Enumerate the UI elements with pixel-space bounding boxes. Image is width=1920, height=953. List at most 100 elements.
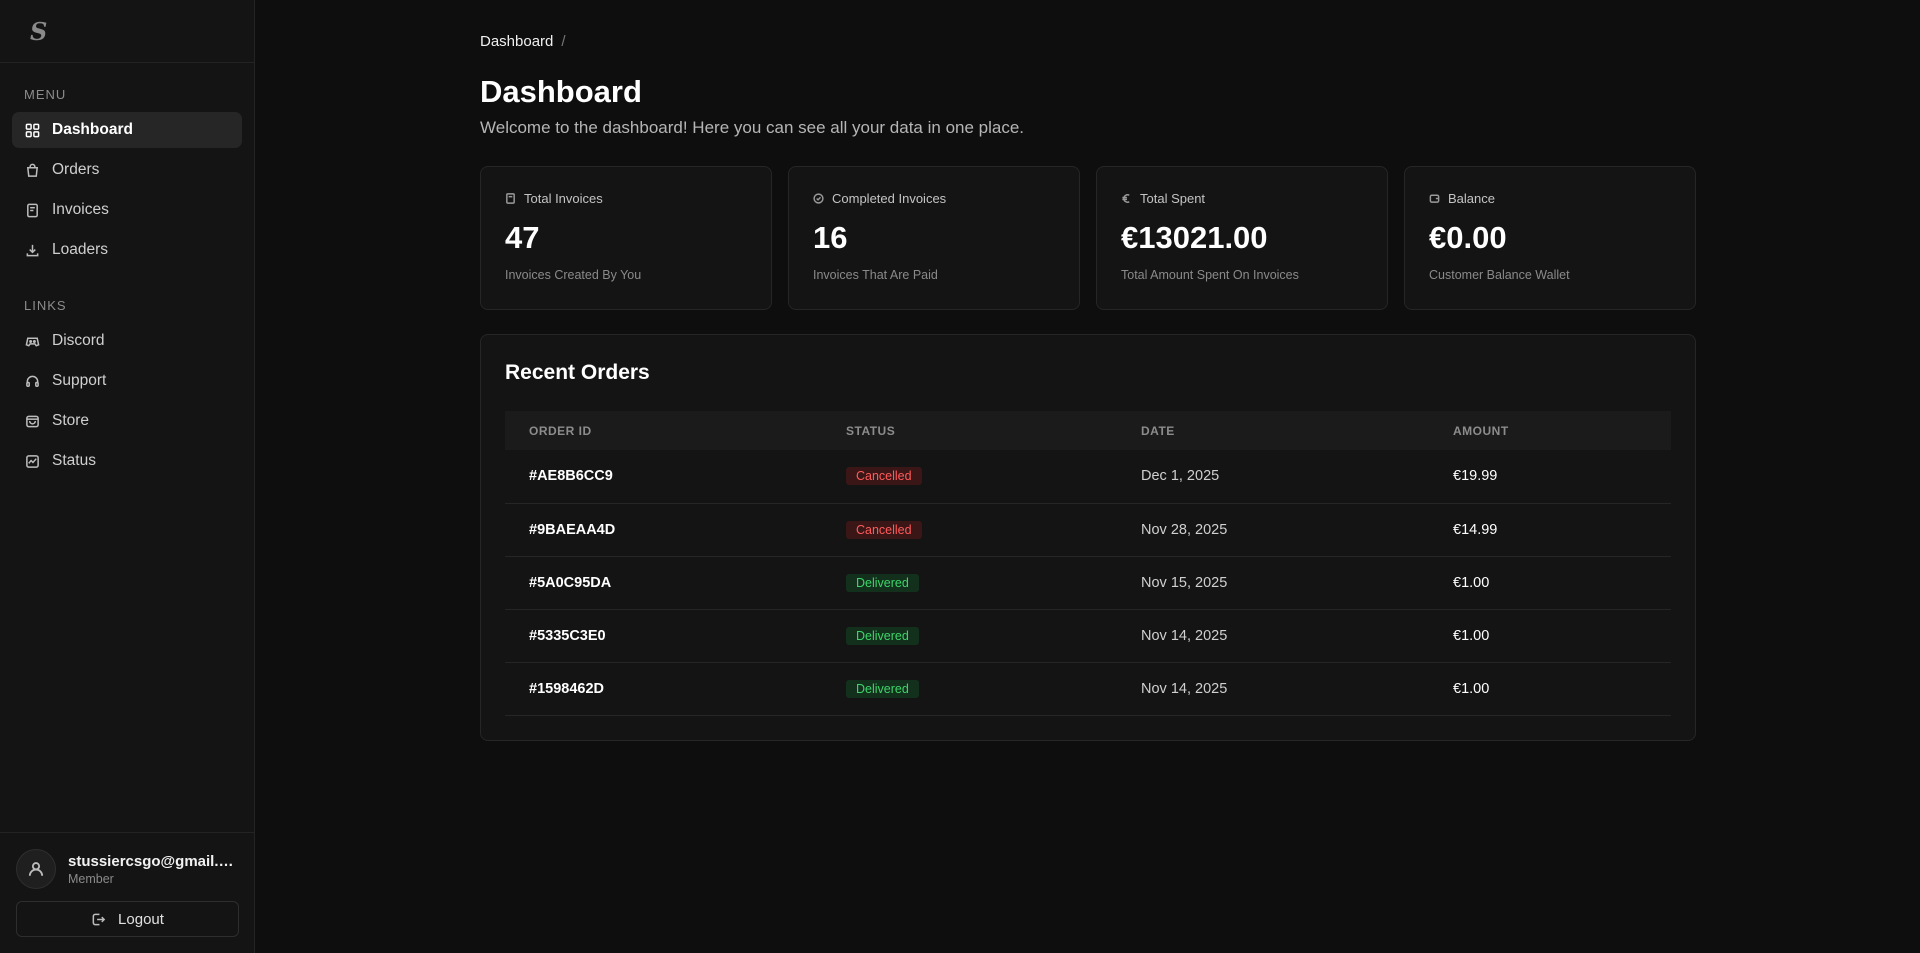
activity-icon [24, 453, 40, 469]
sidebar-item-label: Loaders [52, 241, 109, 258]
order-amount: €1.00 [1429, 609, 1671, 663]
order-date: Nov 14, 2025 [1117, 609, 1429, 663]
orders-table: ORDER ID STATUS DATE AMOUNT #AE8B6CC9 Ca… [505, 411, 1671, 716]
receipt-icon [24, 202, 40, 218]
menu-section: MENU Dashboard Orders Invoices [0, 63, 254, 272]
stat-value: 47 [505, 220, 540, 255]
links-section-title: LINKS [24, 298, 67, 313]
sidebar-item-label: Status [52, 452, 96, 469]
table-row[interactable]: #1598462D Delivered Nov 14, 2025 €1.00 [505, 662, 1671, 716]
order-amount: €14.99 [1429, 503, 1671, 557]
breadcrumb-item-dashboard[interactable]: Dashboard [480, 33, 554, 50]
stat-value: 16 [813, 220, 848, 255]
grid-icon [24, 122, 40, 138]
table-header-row: ORDER ID STATUS DATE AMOUNT [505, 411, 1671, 450]
user-area: stussiercsgo@gmail.com Member Logout [0, 832, 254, 953]
status-badge: Cancelled [846, 467, 922, 486]
stat-description: Invoices Created By You [505, 268, 642, 282]
euro-icon [1122, 194, 1130, 203]
sidebar-item-status[interactable]: Status [12, 443, 242, 479]
stat-header: Completed Invoices [813, 191, 1055, 206]
sidebar-item-loaders[interactable]: Loaders [12, 232, 242, 268]
user-info[interactable]: stussiercsgo@gmail.com Member [16, 849, 238, 889]
order-date: Dec 1, 2025 [1117, 450, 1429, 504]
status-cell: Cancelled [822, 503, 1117, 557]
column-header-amount: AMOUNT [1453, 423, 1509, 438]
stat-description: Invoices That Are Paid [813, 268, 938, 282]
breadcrumb-separator: / [561, 33, 566, 50]
headset-icon [24, 373, 40, 389]
status-badge: Delivered [846, 573, 919, 592]
sidebar-item-label: Discord [52, 332, 105, 349]
user-text: stussiercsgo@gmail.com Member [68, 853, 238, 886]
sidebar-item-label: Invoices [52, 201, 109, 218]
bag-icon [24, 162, 40, 178]
user-icon [28, 862, 44, 876]
avatar [16, 849, 56, 889]
page-subtitle: Welcome to the dashboard! Here you can s… [480, 118, 1025, 137]
order-amount: €19.99 [1429, 450, 1671, 504]
logout-icon [92, 913, 106, 925]
order-id: #AE8B6CC9 [505, 450, 822, 504]
stat-value: €0.00 [1429, 220, 1507, 255]
column-header-order-id: ORDER ID [529, 423, 592, 438]
order-date: Nov 15, 2025 [1117, 556, 1429, 610]
stat-label: Completed Invoices [832, 191, 947, 206]
main-content: Dashboard / Dashboard Welcome to the das… [255, 0, 1920, 953]
order-id: #5A0C95DA [505, 556, 822, 610]
sidebar-item-label: Support [52, 372, 107, 389]
recent-orders-card: Recent Orders ORDER ID STATUS DATE AMOUN… [480, 334, 1696, 741]
table-row[interactable]: #AE8B6CC9 Cancelled Dec 1, 2025 €19.99 [505, 450, 1671, 504]
sidebar-item-invoices[interactable]: Invoices [12, 192, 242, 228]
column-header-date: DATE [1141, 423, 1175, 438]
links-section: LINKS Discord Support Store [0, 272, 254, 483]
sidebar-item-label: Dashboard [52, 121, 133, 138]
check-circle-icon [813, 193, 824, 204]
order-amount: €1.00 [1429, 556, 1671, 610]
logout-button[interactable]: Logout [16, 901, 239, 937]
status-badge: Delivered [846, 626, 919, 645]
sidebar-item-dashboard[interactable]: Dashboard [12, 112, 242, 148]
status-cell: Delivered [822, 556, 1117, 610]
stat-header: Total Invoices [505, 191, 747, 206]
sidebar-item-label: Store [52, 412, 90, 429]
stat-card-completed-invoices: Completed Invoices 16 Invoices That Are … [788, 166, 1080, 310]
status-badge: Delivered [846, 679, 919, 698]
store-icon [24, 413, 40, 429]
brand: S [0, 0, 254, 63]
stat-header: Total Spent [1121, 191, 1363, 206]
sidebar-item-store[interactable]: Store [12, 403, 242, 439]
table-row[interactable]: #5335C3E0 Delivered Nov 14, 2025 €1.00 [505, 609, 1671, 663]
status-cell: Delivered [822, 609, 1117, 663]
page-title: Dashboard [480, 74, 642, 109]
recent-orders-title: Recent Orders [505, 361, 650, 384]
order-date: Nov 14, 2025 [1117, 662, 1429, 716]
status-badge: Cancelled [846, 520, 922, 539]
menu-section-title: MENU [24, 87, 67, 102]
download-icon [24, 242, 40, 258]
stat-card-total-spent: Total Spent €13021.00 Total Amount Spent… [1096, 166, 1388, 310]
order-id: #5335C3E0 [505, 609, 822, 663]
stat-label: Balance [1448, 191, 1495, 206]
sidebar-item-orders[interactable]: Orders [12, 152, 242, 188]
stat-description: Customer Balance Wallet [1429, 268, 1570, 282]
gamepad-icon [24, 333, 40, 349]
sidebar-item-support[interactable]: Support [12, 363, 242, 399]
sidebar-item-discord[interactable]: Discord [12, 323, 242, 359]
brand-logo[interactable]: S [30, 16, 48, 46]
stat-header: Balance [1429, 191, 1671, 206]
status-cell: Cancelled [822, 450, 1117, 504]
column-header-status: STATUS [846, 423, 896, 438]
wallet-icon [1429, 194, 1440, 203]
table-row[interactable]: #9BAEAA4D Cancelled Nov 28, 2025 €14.99 [505, 503, 1671, 557]
breadcrumb: Dashboard / [480, 33, 1920, 50]
stat-label: Total Invoices [524, 191, 603, 206]
status-cell: Delivered [822, 662, 1117, 716]
sidebar-item-label: Orders [52, 161, 100, 178]
sidebar: S MENU Dashboard Orders Invoices [0, 0, 255, 953]
stat-card-balance: Balance €0.00 Customer Balance Wallet [1404, 166, 1696, 310]
sidebar-spacer [0, 483, 254, 832]
table-row[interactable]: #5A0C95DA Delivered Nov 15, 2025 €1.00 [505, 556, 1671, 610]
stat-value: €13021.00 [1121, 220, 1268, 255]
